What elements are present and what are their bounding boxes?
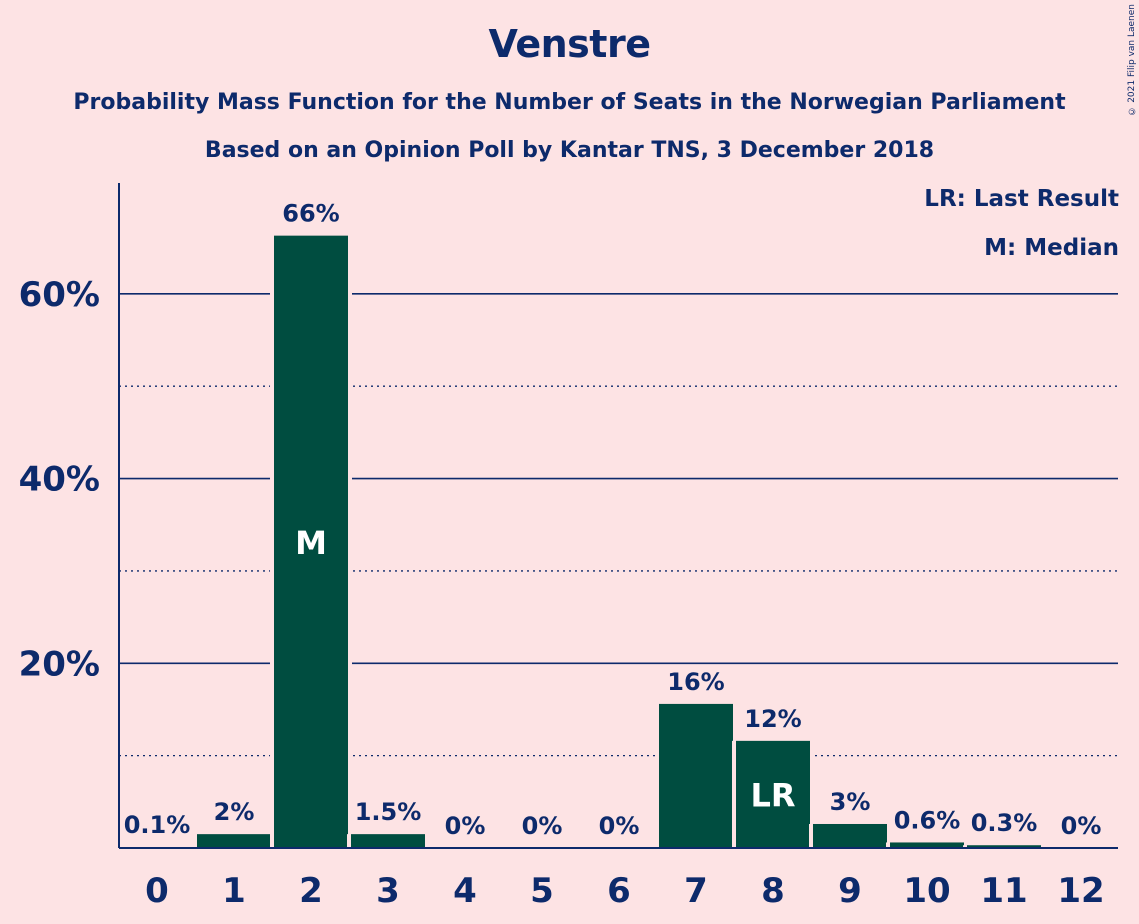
data-label: 66% [282, 200, 339, 228]
data-label: 0% [599, 812, 640, 840]
chart-subtitle: Probability Mass Function for the Number… [73, 90, 1066, 115]
data-label: 2% [214, 798, 255, 826]
chart-subtitle-source: Based on an Opinion Poll by Kantar TNS, … [204, 138, 935, 163]
bar [351, 834, 425, 848]
bar-gap [1041, 845, 1045, 848]
bar-gap [193, 834, 197, 848]
chart-title: Venstre [488, 22, 651, 66]
data-label: 0% [522, 812, 563, 840]
data-label: 12% [744, 705, 801, 733]
x-tick-label: 0 [145, 871, 169, 911]
y-tick-label: 40% [19, 460, 100, 500]
bar-gap [425, 834, 429, 848]
data-label: 0.3% [971, 809, 1038, 837]
x-tick-label: 11 [980, 871, 1027, 911]
x-tick-label: 6 [607, 871, 631, 911]
data-label: 0.1% [124, 811, 191, 839]
y-tick-label: 20% [19, 644, 100, 684]
x-tick-label: 2 [299, 871, 323, 911]
x-tick-label: 5 [530, 871, 554, 911]
x-tick-label: 8 [761, 871, 785, 911]
bar [813, 823, 887, 848]
bar [736, 740, 810, 848]
data-label: 16% [667, 668, 724, 696]
bar-gap [963, 845, 967, 848]
bar-gap [732, 740, 736, 848]
bar-gap [348, 235, 352, 849]
data-label: 1.5% [355, 798, 422, 826]
bar-gap [887, 823, 891, 848]
data-label: 0% [1061, 812, 1102, 840]
bar-gap [655, 703, 659, 848]
bar-gap [809, 823, 813, 848]
x-tick-label: 3 [376, 871, 400, 911]
x-tick-label: 10 [903, 871, 950, 911]
bar-gap [810, 740, 814, 848]
legend-median: M: Median [984, 235, 1119, 261]
x-tick-label: 1 [222, 871, 246, 911]
bar [197, 834, 271, 848]
data-label: 3% [830, 788, 871, 816]
bar-gap [886, 842, 890, 848]
bar [967, 845, 1041, 848]
x-tick-label: 12 [1057, 871, 1104, 911]
bar [274, 235, 348, 849]
x-tick-label: 4 [453, 871, 477, 911]
bar [659, 703, 733, 848]
data-label: 0.6% [894, 806, 961, 834]
bar-marker-label: M [295, 524, 327, 562]
bar-marker-label: LR [750, 776, 795, 814]
bar-gap [347, 834, 351, 848]
legend-last-result: LR: Last Result [924, 186, 1119, 212]
x-tick-label: 9 [838, 871, 862, 911]
bar [890, 842, 964, 848]
bar-gap [964, 842, 968, 848]
bar-gap [270, 235, 274, 849]
data-label: 0% [445, 812, 486, 840]
y-tick-label: 60% [19, 275, 100, 315]
x-tick-label: 7 [684, 871, 708, 911]
